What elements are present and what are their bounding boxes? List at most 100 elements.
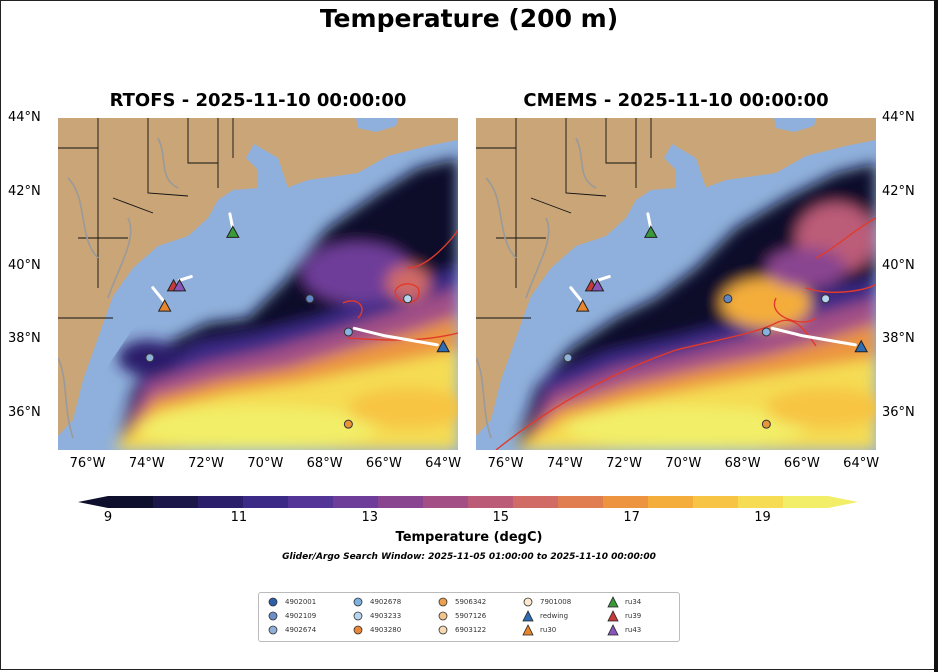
colorbar-tick-label: 15 (492, 510, 509, 525)
figure-right-border (934, 0, 938, 672)
colorbar-extend-low (78, 496, 108, 508)
colorbar-extend-high (828, 496, 858, 508)
colorbar-tick-label: 17 (623, 510, 640, 525)
colorbar-segment (243, 496, 289, 508)
colorbar-tick-label: 13 (361, 510, 379, 525)
x-tick-label: 76°W (487, 456, 524, 471)
colorbar-segment (513, 496, 559, 508)
y-tick-label: 40°N (8, 257, 41, 273)
y-tick-label: 44°N (882, 110, 915, 125)
ru39-track (596, 275, 611, 282)
legend-marker-5906342 (438, 597, 448, 607)
legend-marker-4903280 (353, 625, 363, 635)
legend-marker-4902109 (268, 611, 278, 621)
legend-marker-4902678 (353, 597, 363, 607)
search-window-text: Glider/Argo Search Window: 2025-11-05 01… (282, 552, 656, 562)
marker-4902109 (723, 294, 733, 304)
colorbar-segment (558, 496, 604, 508)
colorbar-segment (153, 496, 199, 508)
legend-marker-ru43 (607, 624, 619, 636)
legend-marker-6903122 (438, 625, 448, 635)
legend-item-4902674: 4902674 (267, 624, 316, 636)
y-tick-label: 36°N (8, 405, 41, 421)
ru30-track (151, 286, 167, 304)
marker-ru30 (575, 299, 590, 312)
y-tick-label: 38°N (882, 331, 915, 347)
legend-label: 4903280 (370, 626, 402, 634)
marker-4902674 (563, 353, 573, 363)
marker-4902001 (761, 419, 771, 429)
legend-item-ru30: ru30 (522, 624, 556, 636)
ru30-track (569, 286, 585, 304)
x-tick-label: 68°W (306, 456, 343, 471)
state-borders (58, 118, 234, 319)
legend-label: 4903233 (370, 612, 402, 620)
legend-item-7901008: 7901008 (522, 596, 571, 608)
map-panel-cmems (476, 118, 876, 450)
legend-marker-7901008 (523, 597, 533, 607)
legend-item-4902001: 4902001 (267, 596, 316, 608)
gulf-water (356, 118, 398, 132)
marker-ru34 (225, 225, 240, 238)
marker-4903233 (403, 294, 413, 304)
colorbar-segment (693, 496, 739, 508)
marker-4903233 (821, 294, 831, 304)
panel-title-rtofs: RTOFS - 2025-11-10 00:00:00 (109, 90, 407, 111)
figure-title: Temperature (200 m) (319, 4, 619, 33)
x-tick-label: 72°W (188, 456, 225, 471)
y-tick-label: 42°N (882, 183, 915, 199)
legend-item-5906342: 5906342 (437, 596, 486, 608)
map-panel-rtofs (58, 118, 458, 450)
marker-ru43 (590, 278, 605, 292)
colorbar-tick-label: 11 (230, 510, 248, 525)
ru39-track (178, 275, 193, 282)
legend-marker-4902674 (268, 625, 278, 635)
legend-item-ru43: ru43 (607, 624, 641, 636)
legend-marker-5907126 (438, 611, 448, 621)
colorbar-segment (378, 496, 424, 508)
legend-label: ru34 (625, 598, 642, 606)
colorbar-tick-label: 9 (103, 510, 113, 525)
legend-label: 4902678 (370, 598, 402, 606)
gulf-water (774, 118, 816, 132)
y-tick-label: 36°N (882, 405, 915, 421)
legend-item-ru34: ru34 (607, 596, 641, 608)
marker-4902674 (145, 353, 155, 363)
legend-marker-ru30 (522, 624, 534, 636)
colorbar (78, 496, 858, 508)
contour-line (495, 217, 876, 450)
nova-scotia-land (716, 118, 876, 173)
x-tick-label: 72°W (606, 456, 643, 471)
legend-marker-redwing (522, 610, 534, 622)
legend-marker-ru34 (607, 596, 619, 608)
colorbar-segment (603, 496, 649, 508)
x-tick-label: 76°W (69, 456, 106, 471)
redwing-track (770, 326, 857, 347)
panel-title-cmems: CMEMS - 2025-11-10 00:00:00 (523, 90, 829, 111)
legend-label: ru43 (625, 626, 642, 634)
x-tick-label: 66°W (365, 456, 402, 471)
legend-item-ru39: ru39 (607, 610, 641, 622)
cmems-map-svg (476, 118, 876, 450)
legend-item-4903233: 4903233 (352, 610, 401, 622)
legend-item-4902109: 4902109 (267, 610, 316, 622)
colorbar-tick-label: 19 (754, 510, 771, 525)
y-tick-label: 44°N (8, 110, 41, 125)
legend-label: 5907126 (455, 612, 487, 620)
legend-marker-ru39 (607, 610, 619, 622)
legend-label: redwing (540, 612, 569, 620)
colorbar-segment (288, 496, 334, 508)
legend-label: 4902674 (285, 626, 317, 634)
legend-label: 6903122 (455, 626, 487, 634)
legend-item-4902678: 4902678 (352, 596, 401, 608)
legend-label: 7901008 (540, 598, 572, 606)
nova-scotia-land (298, 118, 458, 173)
legend-marker-4902001 (268, 597, 278, 607)
legend-label: ru30 (540, 626, 557, 634)
x-tick-label: 74°W (546, 456, 583, 471)
temperature-field (58, 140, 458, 450)
redwing-track (352, 326, 439, 347)
marker-4902109 (305, 294, 315, 304)
x-tick-label: 74°W (128, 456, 165, 471)
legend-label: 4902001 (285, 598, 317, 606)
